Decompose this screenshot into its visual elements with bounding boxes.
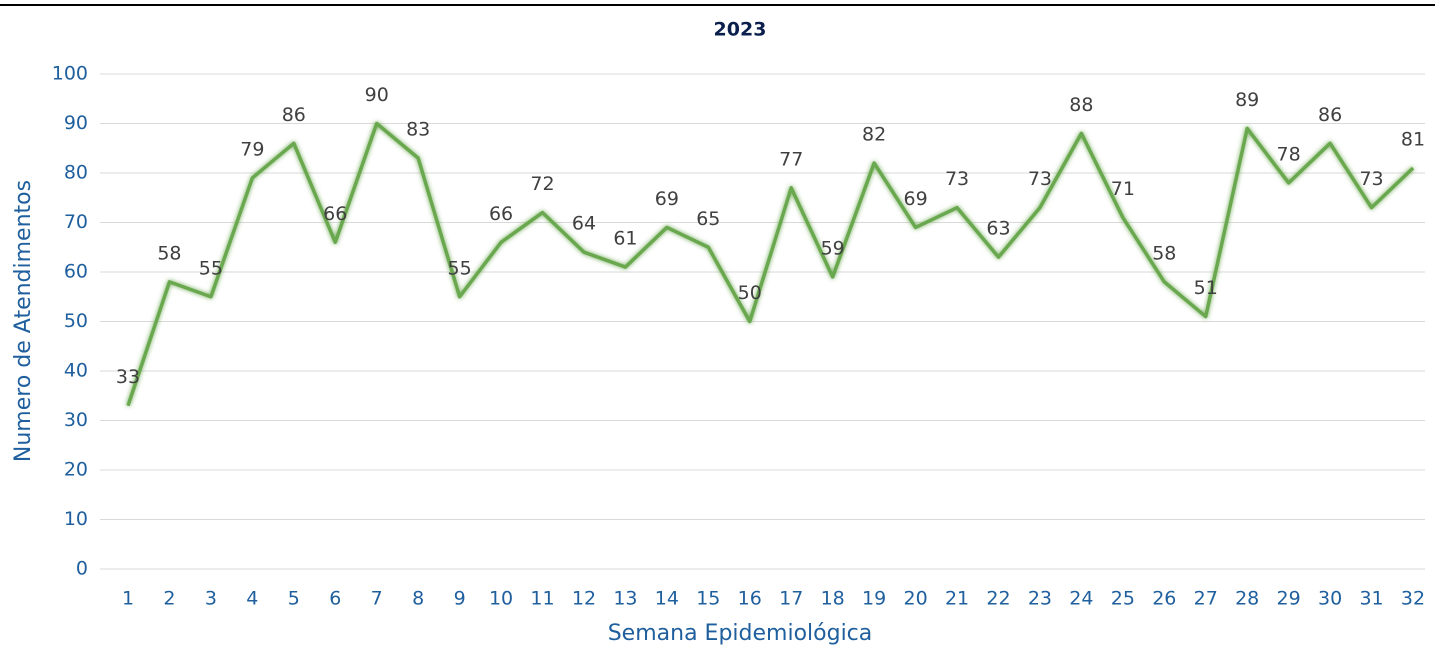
data-label: 79 <box>240 138 264 160</box>
x-tick-label: 20 <box>903 588 927 610</box>
data-label: 77 <box>779 148 803 170</box>
y-tick-label: 100 <box>52 63 88 85</box>
x-tick-label: 26 <box>1152 588 1176 610</box>
data-label: 66 <box>489 203 513 225</box>
y-tick-label: 30 <box>64 409 88 431</box>
x-tick-label: 27 <box>1194 588 1218 610</box>
y-tick-label: 0 <box>76 558 88 580</box>
x-tick-label: 25 <box>1111 588 1135 610</box>
x-tick-label: 22 <box>986 588 1010 610</box>
x-tick-label: 14 <box>655 588 679 610</box>
data-label: 61 <box>613 228 637 250</box>
data-label: 55 <box>448 257 472 279</box>
y-axis-title: Numero de Atendimentos <box>11 180 36 462</box>
x-tick-label: 17 <box>779 588 803 610</box>
data-label: 65 <box>696 208 720 230</box>
x-tick-label: 5 <box>288 588 300 610</box>
data-label: 58 <box>157 242 181 264</box>
x-tick-label: 11 <box>530 588 554 610</box>
x-tick-label: 4 <box>246 588 258 610</box>
data-label: 71 <box>1111 178 1135 200</box>
x-tick-label: 31 <box>1359 588 1383 610</box>
data-label: 82 <box>862 124 886 146</box>
data-label: 63 <box>986 218 1010 240</box>
data-label: 33 <box>116 366 140 388</box>
data-label: 73 <box>1028 168 1052 190</box>
x-tick-label: 13 <box>613 588 637 610</box>
data-label: 86 <box>1318 104 1342 126</box>
data-label: 81 <box>1401 129 1425 151</box>
x-tick-label: 3 <box>205 588 217 610</box>
data-label: 69 <box>903 188 927 210</box>
x-tick-label: 16 <box>738 588 762 610</box>
data-label: 83 <box>406 119 430 141</box>
data-label: 58 <box>1152 242 1176 264</box>
chart-title: 2023 <box>714 19 767 41</box>
x-axis-title: Semana Epidemiológica <box>608 621 873 646</box>
data-label: 51 <box>1194 277 1218 299</box>
x-tick-label: 19 <box>862 588 886 610</box>
data-label: 59 <box>821 237 845 259</box>
y-tick-label: 20 <box>64 459 88 481</box>
data-label: 89 <box>1235 89 1259 111</box>
data-label: 66 <box>323 203 347 225</box>
x-tick-label: 21 <box>945 588 969 610</box>
data-label: 73 <box>945 168 969 190</box>
y-tick-label: 10 <box>64 508 88 530</box>
x-tick-label: 12 <box>572 588 596 610</box>
x-tick-label: 1 <box>122 588 134 610</box>
x-tick-label: 2 <box>163 588 175 610</box>
x-tick-label: 6 <box>329 588 341 610</box>
data-label: 69 <box>655 188 679 210</box>
y-tick-label: 90 <box>64 112 88 134</box>
data-label: 55 <box>199 257 223 279</box>
y-tick-label: 80 <box>64 162 88 184</box>
x-tick-label: 15 <box>696 588 720 610</box>
x-tick-label: 8 <box>412 588 424 610</box>
data-label: 72 <box>530 173 554 195</box>
x-tick-label: 18 <box>821 588 845 610</box>
data-label: 78 <box>1277 143 1301 165</box>
data-label: 50 <box>738 282 762 304</box>
x-tick-label: 23 <box>1028 588 1052 610</box>
x-tick-label: 24 <box>1069 588 1093 610</box>
y-tick-label: 60 <box>64 261 88 283</box>
x-tick-label: 32 <box>1401 588 1425 610</box>
y-tick-label: 70 <box>64 211 88 233</box>
y-tick-label: 40 <box>64 360 88 382</box>
x-tick-label: 29 <box>1277 588 1301 610</box>
y-tick-label: 50 <box>64 310 88 332</box>
data-label: 73 <box>1359 168 1383 190</box>
x-tick-label: 28 <box>1235 588 1259 610</box>
data-label: 88 <box>1069 94 1093 116</box>
data-label: 64 <box>572 213 596 235</box>
line <box>126 121 1415 407</box>
x-tick-label: 7 <box>371 588 383 610</box>
x-tick-label: 9 <box>454 588 466 610</box>
data-label: 86 <box>282 104 306 126</box>
x-tick-label: 30 <box>1318 588 1342 610</box>
data-label: 90 <box>365 84 389 106</box>
x-tick-label: 10 <box>489 588 513 610</box>
